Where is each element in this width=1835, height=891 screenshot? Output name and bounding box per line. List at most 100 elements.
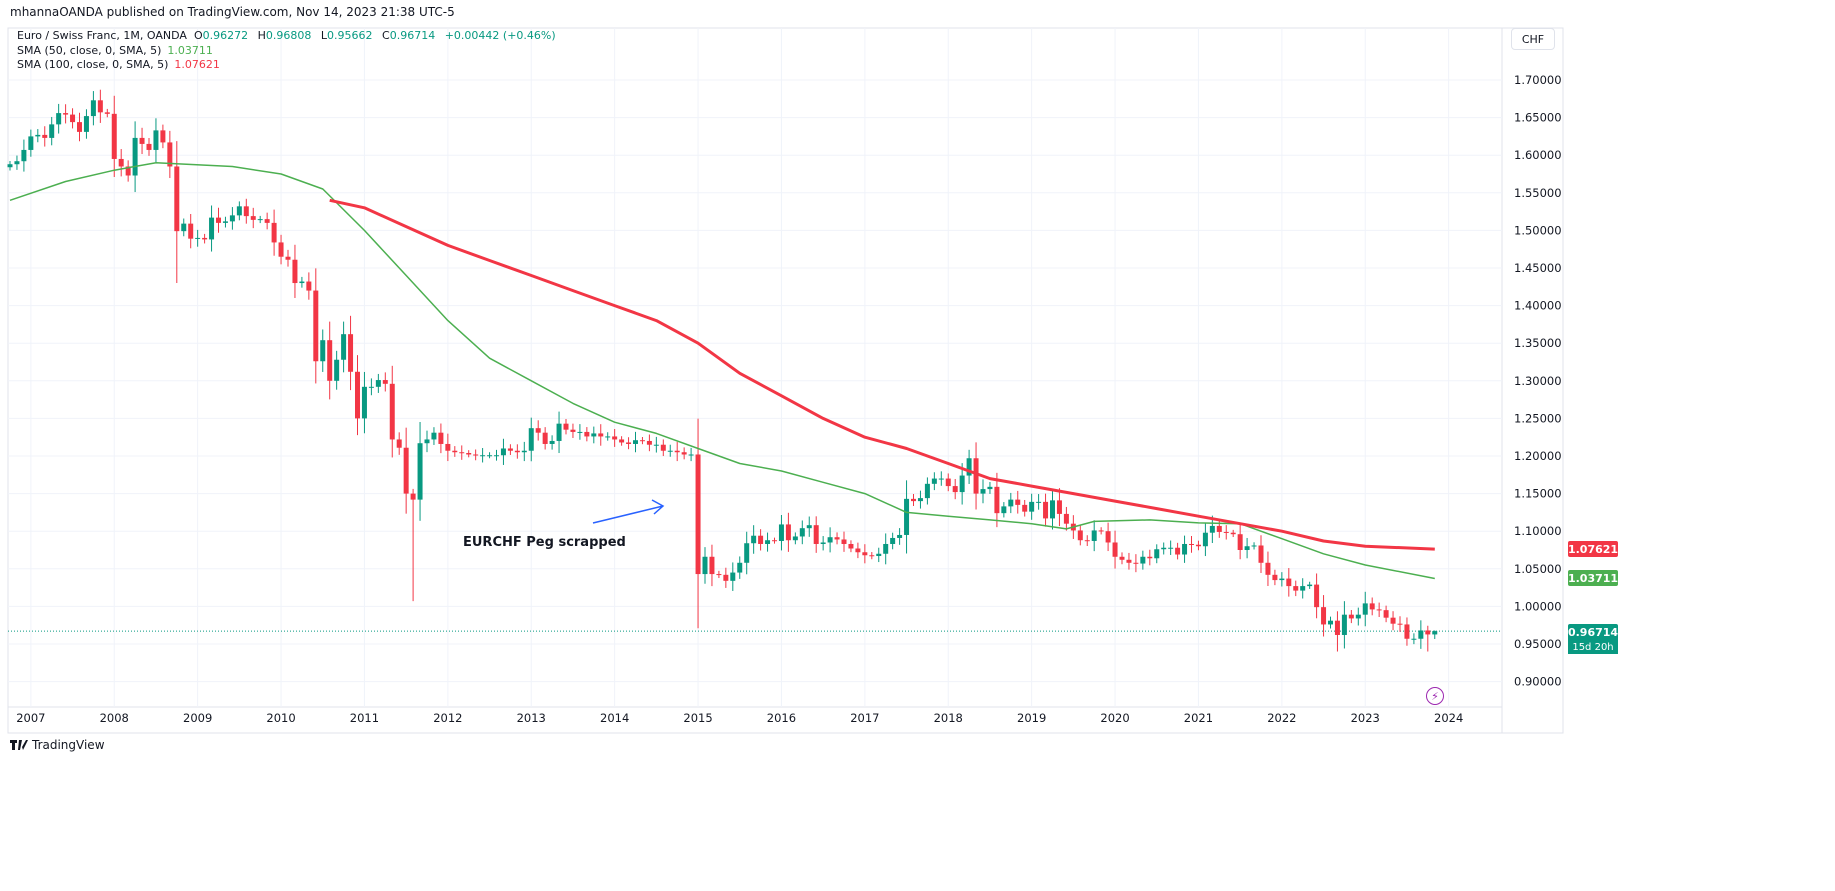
candle <box>792 532 798 545</box>
candle-body <box>535 428 541 433</box>
candle <box>813 516 819 553</box>
candle <box>313 268 319 384</box>
candle <box>758 529 764 551</box>
candle-body <box>480 455 486 457</box>
candle <box>146 138 152 156</box>
candle-body <box>202 237 208 240</box>
candle <box>626 437 632 450</box>
sma100-value: 1.07621 <box>174 58 220 71</box>
candle <box>188 214 194 249</box>
high-label: H <box>257 29 266 42</box>
candle <box>375 373 381 393</box>
candle-body <box>1168 547 1174 549</box>
candle-body <box>1154 549 1160 559</box>
candle <box>528 417 534 462</box>
candle <box>216 207 221 233</box>
candle-body <box>883 543 889 554</box>
candle <box>403 427 409 514</box>
candle-body <box>1043 501 1049 519</box>
candle <box>1355 607 1361 626</box>
candle <box>132 121 138 193</box>
candle-body <box>278 242 284 257</box>
x-tick-label: 2017 <box>850 711 879 725</box>
close-value: 0.96714 <box>389 29 436 42</box>
candle <box>320 329 326 372</box>
candle <box>577 424 583 440</box>
currency-button[interactable]: CHF <box>1511 28 1555 50</box>
y-tick-label: 1.35000 <box>1514 336 1562 350</box>
candle <box>299 276 305 288</box>
candle-body <box>1126 559 1132 563</box>
annotation-text[interactable]: EURCHF Peg scrapped <box>463 535 626 550</box>
candle-body <box>966 458 972 476</box>
candle-body <box>132 137 138 176</box>
candle-body <box>63 113 69 115</box>
symbol-title[interactable]: Euro / Swiss Franc, 1M, OANDA <box>17 29 187 42</box>
candle-body <box>1008 499 1014 507</box>
candle <box>1189 535 1194 553</box>
candle-body <box>7 164 13 168</box>
x-tick-label: 2010 <box>266 711 295 725</box>
candle-body <box>1293 586 1299 591</box>
lightning-icon[interactable]: ⚡ <box>1426 687 1444 705</box>
x-tick-label: 2013 <box>517 711 546 725</box>
candle-body <box>1432 631 1438 635</box>
candle-body <box>591 433 597 437</box>
candle-body <box>792 536 798 541</box>
x-tick-label: 2008 <box>100 711 129 725</box>
candle-body <box>772 540 777 542</box>
candle <box>1008 492 1014 514</box>
candle-body <box>549 440 555 444</box>
candle-body <box>445 443 451 451</box>
candle <box>306 272 312 300</box>
candle-body <box>361 386 367 419</box>
y-tick-label: 1.50000 <box>1514 223 1562 237</box>
candle-body <box>1404 624 1410 639</box>
sma50-line <box>9 161 1435 580</box>
candle <box>97 89 103 123</box>
grid <box>7 27 1564 734</box>
candle-body <box>605 436 611 438</box>
candle <box>1258 535 1264 574</box>
footer-brand[interactable]: TradingView <box>10 738 105 752</box>
candle <box>21 139 27 172</box>
candle-body <box>1077 530 1083 541</box>
candle <box>521 441 527 462</box>
candle-body <box>1112 542 1118 557</box>
candle <box>980 479 986 504</box>
candle-body <box>1084 540 1090 542</box>
candle-body <box>1376 609 1382 611</box>
candle-body <box>118 158 124 167</box>
candle <box>1314 573 1320 619</box>
candle <box>118 149 124 177</box>
candle <box>174 141 180 284</box>
candle-body <box>1202 532 1208 547</box>
candle-body <box>751 535 757 544</box>
candle-body <box>598 433 604 437</box>
candle-body <box>1029 501 1035 512</box>
candle-body <box>375 380 381 387</box>
candle-body <box>139 137 145 144</box>
candle <box>348 315 354 391</box>
candle-body <box>1334 620 1340 635</box>
sma50-legend: SMA (50, close, 0, SMA, 5) 1.03711 <box>17 44 562 59</box>
candle <box>202 233 208 244</box>
candle <box>1404 617 1410 646</box>
candle-body <box>97 100 103 113</box>
candle <box>7 160 13 171</box>
candle-body <box>528 428 534 451</box>
axes: 1.70000 1.65000 1.60000 1.55000 1.50000 1.450… <box>16 73 1561 725</box>
sma50-label[interactable]: SMA (50, close, 0, SMA, 5) <box>17 43 162 57</box>
sma100-label[interactable]: SMA (100, close, 0, SMA, 5) <box>17 58 169 71</box>
candle-body <box>271 222 277 243</box>
y-tick-label: 1.10000 <box>1514 524 1562 538</box>
candle <box>195 229 201 247</box>
candle <box>765 532 771 552</box>
candle <box>535 420 541 441</box>
candle-body <box>911 498 916 502</box>
candle-body <box>674 450 680 453</box>
candle <box>1022 499 1028 517</box>
candle-body <box>945 478 951 487</box>
candle <box>1300 578 1306 599</box>
